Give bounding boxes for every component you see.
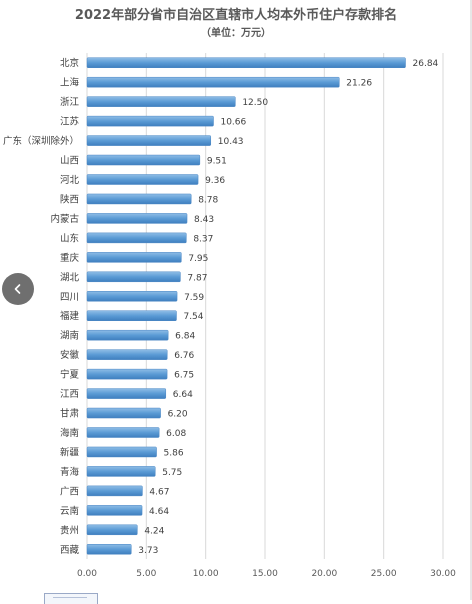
category-label: 上海 bbox=[60, 77, 80, 89]
value-label: 6.76 bbox=[174, 351, 194, 361]
bar bbox=[86, 427, 160, 438]
value-label: 10.66 bbox=[220, 118, 246, 128]
category-label: 河北 bbox=[60, 174, 80, 186]
previous-button[interactable] bbox=[2, 273, 34, 305]
bar bbox=[86, 76, 340, 88]
x-tick-label: 10.00 bbox=[193, 569, 219, 579]
chevron-left-icon bbox=[14, 284, 21, 294]
value-label: 7.54 bbox=[183, 312, 203, 322]
value-label: 9.51 bbox=[207, 157, 227, 167]
bar bbox=[86, 115, 214, 127]
value-label: 9.36 bbox=[205, 176, 225, 186]
bar bbox=[86, 174, 199, 185]
category-label: 贵州 bbox=[60, 524, 79, 536]
value-label: 10.43 bbox=[218, 137, 244, 147]
bar bbox=[86, 505, 143, 516]
category-label: 广西 bbox=[60, 485, 79, 497]
value-label: 5.86 bbox=[164, 448, 184, 458]
value-label: 7.95 bbox=[188, 254, 208, 264]
bar bbox=[86, 232, 187, 244]
category-label: 海南 bbox=[60, 427, 79, 439]
bar bbox=[86, 271, 181, 283]
category-label: 山东 bbox=[60, 232, 79, 244]
bar bbox=[86, 291, 178, 302]
category-label: 青海 bbox=[60, 466, 80, 478]
value-label: 21.26 bbox=[346, 79, 372, 89]
bar bbox=[86, 193, 192, 205]
category-label: 江西 bbox=[60, 389, 79, 400]
value-label: 8.37 bbox=[193, 234, 213, 244]
bar bbox=[86, 524, 138, 536]
bars-group bbox=[86, 57, 406, 555]
category-label: 浙江 bbox=[60, 96, 80, 108]
category-label: 重庆 bbox=[60, 252, 80, 264]
bar bbox=[86, 466, 156, 477]
bar bbox=[86, 544, 132, 555]
category-label: 宁夏 bbox=[60, 369, 80, 381]
category-label: 新疆 bbox=[60, 446, 80, 458]
category-label: 云南 bbox=[60, 505, 79, 517]
bar bbox=[86, 57, 406, 68]
value-labels: 26.84 21.26 12.50 10.66 10.43 9.51 9.36 8.78 8.4… bbox=[138, 59, 438, 556]
x-tick-labels: 0.00 5.00 10.00 15.00 20.00 25.00 30.00 bbox=[77, 569, 456, 579]
grid-lines bbox=[86, 53, 444, 559]
category-label: 四川 bbox=[60, 292, 79, 303]
thumbnail-preview[interactable] bbox=[44, 593, 98, 604]
value-label: 8.78 bbox=[198, 195, 218, 205]
bar bbox=[86, 329, 169, 341]
value-label: 26.84 bbox=[413, 59, 439, 69]
chart-title: 2022年部分省市自治区直辖市人均本外币住户存款排名 bbox=[75, 7, 397, 23]
value-label: 3.73 bbox=[138, 546, 158, 556]
category-label: 湖南 bbox=[60, 330, 79, 342]
value-label: 12.50 bbox=[242, 98, 268, 108]
category-label: 西藏 bbox=[60, 544, 80, 556]
bar bbox=[86, 349, 168, 360]
value-label: 8.43 bbox=[194, 215, 214, 225]
bar bbox=[86, 135, 212, 146]
value-label: 6.84 bbox=[175, 332, 195, 342]
category-label: 湖北 bbox=[60, 272, 80, 283]
value-label: 4.24 bbox=[144, 526, 164, 536]
bar bbox=[86, 252, 182, 263]
value-label: 6.08 bbox=[166, 429, 186, 439]
category-label: 北京 bbox=[60, 57, 79, 69]
x-tick-label: 0.00 bbox=[77, 569, 97, 579]
bar bbox=[86, 485, 143, 497]
bar bbox=[86, 213, 188, 224]
value-label: 6.20 bbox=[168, 410, 188, 420]
value-label: 7.59 bbox=[184, 293, 204, 303]
value-label: 6.64 bbox=[173, 390, 193, 400]
category-label: 陕西 bbox=[60, 193, 79, 205]
category-label: 广东（深圳除外） bbox=[3, 135, 79, 147]
value-label: 4.64 bbox=[149, 507, 169, 517]
bar bbox=[86, 446, 157, 458]
category-label: 安徽 bbox=[60, 349, 80, 361]
x-tick-label: 15.00 bbox=[252, 569, 278, 579]
chart-subtitle: （单位：万元） bbox=[201, 26, 271, 39]
x-tick-label: 25.00 bbox=[371, 569, 397, 579]
category-label: 甘肃 bbox=[60, 408, 79, 420]
x-tick-label: 5.00 bbox=[136, 569, 156, 579]
category-label: 内蒙古 bbox=[50, 213, 79, 225]
value-label: 7.87 bbox=[187, 273, 207, 283]
category-label: 福建 bbox=[60, 310, 80, 322]
bar bbox=[86, 154, 201, 166]
bar bbox=[86, 368, 168, 380]
bar bbox=[86, 310, 177, 321]
scrollbar-edge bbox=[470, 0, 472, 600]
x-tick-label: 30.00 bbox=[430, 569, 456, 579]
bar bbox=[86, 96, 236, 107]
bar bbox=[86, 388, 167, 399]
value-label: 6.75 bbox=[174, 371, 194, 381]
x-tick-label: 20.00 bbox=[311, 569, 337, 579]
category-label: 山西 bbox=[60, 156, 79, 167]
category-label: 江苏 bbox=[60, 116, 80, 128]
value-label: 5.75 bbox=[162, 468, 182, 478]
value-label: 4.67 bbox=[149, 487, 169, 497]
bar bbox=[86, 407, 161, 419]
